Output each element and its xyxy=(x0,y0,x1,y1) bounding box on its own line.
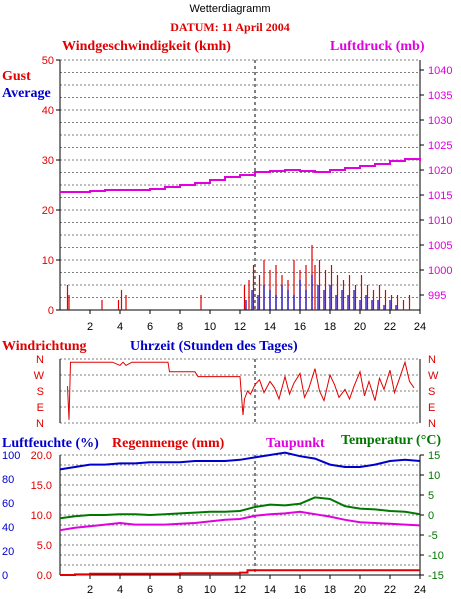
pressure-tick-label: 1005 xyxy=(428,240,452,252)
wind-direction-grid xyxy=(60,358,420,424)
diagram-title: Wetterdiagramm xyxy=(189,3,270,15)
hour-tick-label: 16 xyxy=(294,584,306,596)
hour-tick-label: 14 xyxy=(264,584,276,596)
hour-tick-label: 12 xyxy=(234,321,246,333)
hour-tick-label: 2 xyxy=(87,584,93,596)
wind-pressure-series xyxy=(60,158,421,310)
average-legend: Average xyxy=(2,86,51,101)
direction-tick-label-left: E xyxy=(37,402,44,414)
wind-pressure-panel: Windgeschwindigkeit (kmh) Luftdruck (mb)… xyxy=(2,39,452,333)
pressure-title: Luftdruck (mb) xyxy=(330,39,425,54)
hour-tick-label: 24 xyxy=(414,321,426,333)
pressure-tick-label: 1010 xyxy=(428,215,452,227)
pressure-tick-label: 1025 xyxy=(428,140,452,152)
rain-tick-label: 0.0 xyxy=(37,570,52,582)
wind-pressure-grid xyxy=(60,59,420,311)
dewpoint-line xyxy=(59,510,421,532)
temperature-tick-label: -10 xyxy=(428,550,444,562)
wind-tick-label: 40 xyxy=(42,105,54,117)
direction-tick-label-left: N xyxy=(36,418,44,430)
hour-tick-label: 12 xyxy=(234,584,246,596)
rain-title: Regenmenge (mm) xyxy=(112,436,225,451)
rain-tick-label: 10.0 xyxy=(31,510,52,522)
humidity-tick-label: 20 xyxy=(2,546,14,558)
wind-tick-label: 10 xyxy=(42,255,54,267)
temperature-tick-label: 10 xyxy=(428,470,440,482)
pressure-tick-label: 1030 xyxy=(428,115,452,127)
humidity-line xyxy=(59,451,421,471)
humidity-tick-label: 100 xyxy=(2,450,20,462)
direction-tick-label-left: W xyxy=(34,370,45,382)
direction-tick-label-right: E xyxy=(428,402,435,414)
wind-pressure-axes: 0102030405099510001005101010151020102510… xyxy=(42,55,453,333)
pressure-tick-label: 1035 xyxy=(428,90,452,102)
humidity-rain-temp-axes: 0 20 40 60 80 100 0.0 5.0 10.0 15.0 20.0 -15 -10 -5 0 5… xyxy=(2,450,444,596)
humidity-tick-label: 0 xyxy=(2,570,8,582)
pressure-tick-label: 1040 xyxy=(428,65,452,77)
hour-tick-label: 6 xyxy=(147,321,153,333)
pressure-tick-label: 1015 xyxy=(428,190,452,202)
direction-tick-label-left: S xyxy=(37,386,44,398)
hour-tick-label: 22 xyxy=(384,321,396,333)
hour-tick-label: 10 xyxy=(204,321,216,333)
wind-direction-panel: Windrichtung Uhrzeit (Stunden des Tages)… xyxy=(2,339,439,430)
wind-direction-title: Windrichtung xyxy=(2,339,87,354)
humidity-tick-label: 60 xyxy=(2,498,14,510)
temperature-tick-label: 5 xyxy=(428,490,434,502)
direction-tick-label-right: N xyxy=(428,354,436,366)
pressure-tick-label: 1020 xyxy=(428,165,452,177)
temperature-tick-label: -15 xyxy=(428,570,444,582)
hour-tick-label: 24 xyxy=(414,584,426,596)
date-label: DATUM: 11 April 2004 xyxy=(170,20,289,34)
temperature-line xyxy=(59,496,421,520)
humidity-rain-temp-panel: Luftfeuchte (%) Regenmenge (mm) Taupunkt… xyxy=(2,433,444,596)
hour-tick-label: 6 xyxy=(147,584,153,596)
pressure-tick-label: 995 xyxy=(428,290,446,302)
wind-direction-axes: N NW WS SE EN N xyxy=(34,354,439,430)
hour-tick-label: 20 xyxy=(354,321,366,333)
direction-tick-label-left: N xyxy=(36,354,44,366)
hour-tick-label: 18 xyxy=(324,321,336,333)
temperature-tick-label: 15 xyxy=(428,450,440,462)
hour-tick-label: 20 xyxy=(354,584,366,596)
dewpoint-title: Taupunkt xyxy=(266,436,325,451)
pressure-line xyxy=(60,158,421,193)
temperature-title: Temperatur (°C) xyxy=(341,433,441,448)
hour-tick-label: 16 xyxy=(294,321,306,333)
rain-tick-label: 20.0 xyxy=(31,450,52,462)
wind-tick-label: 20 xyxy=(42,205,54,217)
direction-tick-label-right: W xyxy=(428,370,439,382)
hour-tick-label: 22 xyxy=(384,584,396,596)
humidity-tick-label: 40 xyxy=(2,522,14,534)
gust-legend: Gust xyxy=(2,69,31,84)
direction-tick-label-right: S xyxy=(428,386,435,398)
hour-tick-label: 10 xyxy=(204,584,216,596)
wind-tick-label: 50 xyxy=(42,55,54,67)
hour-tick-label: 8 xyxy=(177,321,183,333)
rain-tick-label: 15.0 xyxy=(31,480,52,492)
hour-tick-label: 8 xyxy=(177,584,183,596)
rain-tick-label: 5.0 xyxy=(37,540,52,552)
temperature-tick-label: 0 xyxy=(428,510,434,522)
hour-tick-label: 4 xyxy=(117,584,123,596)
humidity-tick-label: 80 xyxy=(2,474,14,486)
wind-speed-title: Windgeschwindigkeit (kmh) xyxy=(62,39,231,54)
hour-tick-label: 18 xyxy=(324,584,336,596)
hour-tick-label: 14 xyxy=(264,321,276,333)
wind-tick-label: 0 xyxy=(48,305,54,317)
wind-direction-line xyxy=(67,360,415,420)
direction-tick-label-right: N xyxy=(428,418,436,430)
wind-direction-series xyxy=(67,360,415,420)
temperature-tick-label: -5 xyxy=(428,530,438,542)
hour-tick-label: 2 xyxy=(87,321,93,333)
wind-tick-label: 30 xyxy=(42,155,54,167)
time-axis-title: Uhrzeit (Stunden des Tages) xyxy=(130,339,298,354)
rain-line xyxy=(60,569,420,576)
humidity-rain-temp-series xyxy=(59,451,421,576)
pressure-tick-label: 1000 xyxy=(428,265,452,277)
hour-tick-label: 4 xyxy=(117,321,123,333)
humidity-title: Luftfeuchte (%) xyxy=(2,436,99,451)
